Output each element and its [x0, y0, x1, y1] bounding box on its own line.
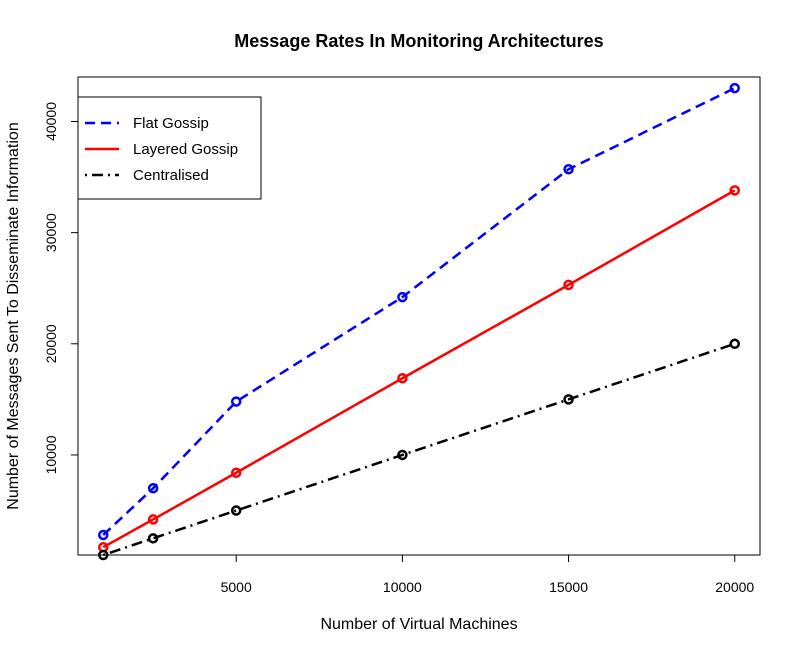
data-point [563, 164, 574, 175]
data-point [563, 279, 574, 291]
series-line [102, 86, 736, 536]
x-tick-label: 5000 [221, 579, 252, 595]
data-point [98, 549, 109, 561]
data-point [147, 483, 159, 494]
y-tick-label: 10000 [43, 435, 59, 474]
legend-label: Centralised [133, 167, 209, 184]
data-point [230, 396, 242, 407]
data-point [230, 505, 242, 516]
x-tick-label: 20000 [715, 579, 754, 595]
data-point [397, 449, 408, 461]
y-tick-label: 20000 [43, 324, 59, 363]
data-point [147, 514, 159, 525]
plot-area-frame [77, 76, 761, 556]
y-tick-label: 30000 [43, 213, 59, 252]
legend-label: Layered Gossip [133, 141, 238, 158]
data-point [230, 467, 242, 478]
data-point [147, 533, 159, 544]
data-point [397, 373, 408, 384]
legend: Flat Gossip Layered Gossip Centralised [77, 96, 262, 200]
data-point [563, 394, 574, 405]
data-point [729, 185, 740, 196]
axes: 5000 10000 15000 20000 10000 20000 30000 40000 [43, 102, 754, 595]
data-point [397, 291, 408, 303]
x-tick-label: 10000 [383, 579, 422, 595]
chart-title: Message Rates In Monitoring Architecture… [234, 31, 603, 51]
y-axis-label: Number of Messages Sent To Disseminate I… [5, 122, 22, 509]
data-point [98, 529, 109, 541]
series-line [102, 342, 736, 557]
x-axis-label: Number of Virtual Machines [320, 616, 517, 633]
data-point [729, 82, 740, 94]
x-tick-label: 15000 [549, 579, 588, 595]
series-line [102, 189, 736, 549]
legend-label: Flat Gossip [133, 115, 209, 132]
y-tick-label: 40000 [43, 102, 59, 141]
series-layer [98, 82, 740, 561]
data-point [729, 338, 740, 350]
